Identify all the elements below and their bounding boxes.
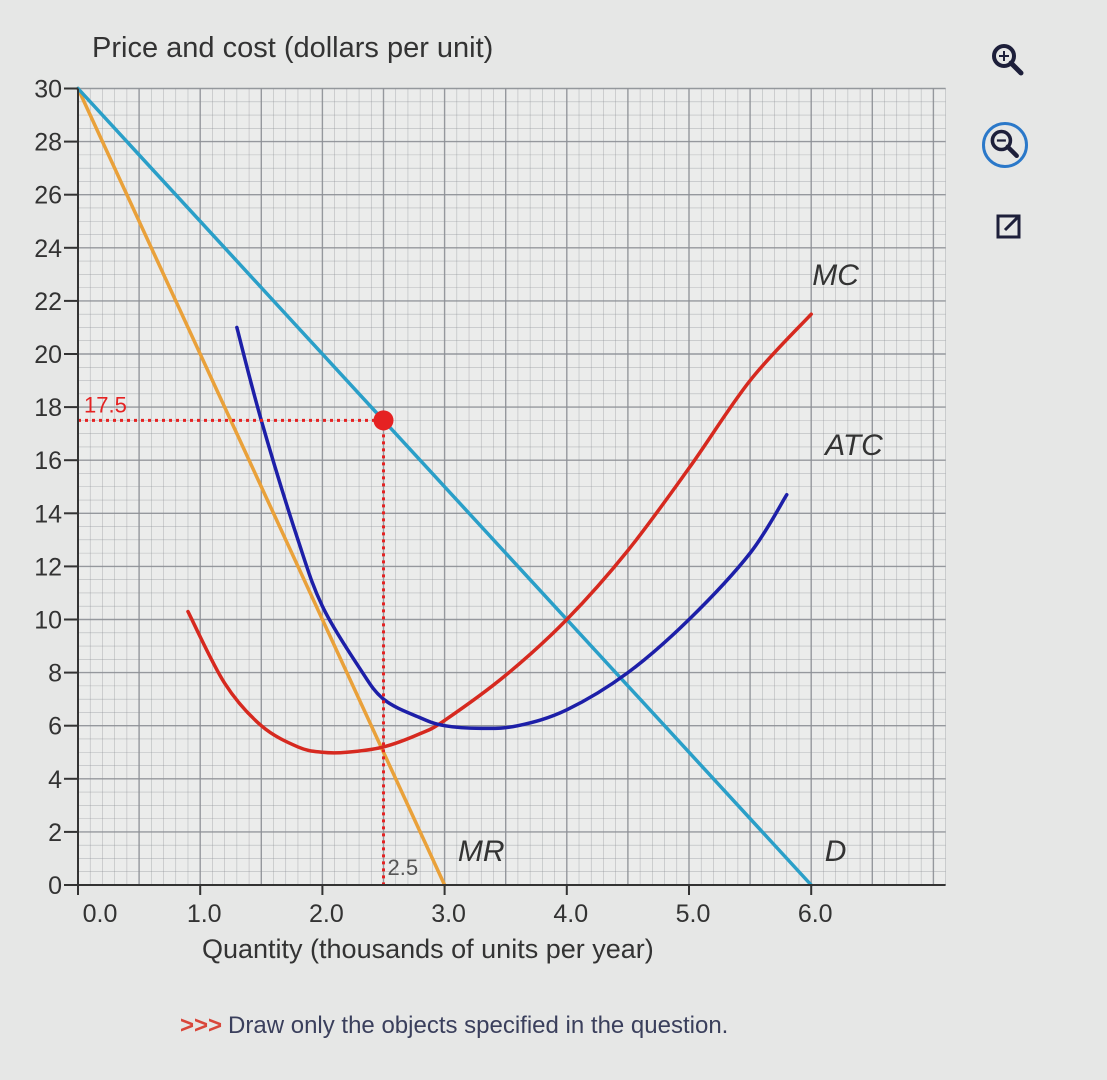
- point-price-label: 17.5: [84, 392, 127, 417]
- selected-point: [373, 410, 394, 431]
- curve-d: [76, 86, 813, 887]
- curve-label-d: D: [825, 835, 847, 868]
- instruction-message: Draw only the objects specified in the q…: [228, 1012, 729, 1039]
- y-tick-label: 8: [48, 660, 62, 688]
- curve-label-mc: MC: [812, 259, 859, 292]
- zoom-out-icon: [990, 129, 1019, 159]
- curve-label-atc: ATC: [823, 429, 883, 462]
- zoom-out-button[interactable]: [982, 122, 1028, 168]
- x-tick-label: 2.0: [309, 900, 344, 928]
- x-tick-label: 3.0: [431, 900, 466, 928]
- x-tick-label: 4.0: [553, 900, 588, 928]
- zoom-in-button[interactable]: [985, 38, 1031, 84]
- x-tick-label: 5.0: [676, 900, 711, 928]
- x-tick-label: 0.0: [83, 900, 118, 928]
- y-tick-label: 22: [34, 288, 62, 316]
- popout-button[interactable]: [985, 204, 1031, 250]
- y-tick-label: 18: [34, 394, 62, 422]
- y-tick-label: 2: [48, 819, 62, 847]
- y-tick-label: 26: [34, 182, 62, 210]
- y-tick-label: 6: [48, 713, 62, 741]
- y-tick-label: 4: [48, 766, 62, 794]
- curve-label-mr: MR: [458, 835, 505, 868]
- curves: [76, 86, 813, 887]
- x-axis-label: Quantity (thousands of units per year): [202, 934, 654, 964]
- y-tick-label: 30: [34, 76, 62, 104]
- instruction-text: >>> Draw only the objects specified in th…: [180, 1012, 728, 1040]
- curve-mc: [186, 312, 813, 755]
- y-tick-label: 10: [34, 607, 62, 635]
- external-link-icon: [996, 214, 1021, 239]
- y-tick-label: 20: [34, 341, 62, 369]
- x-tick-label: 1.0: [187, 900, 222, 928]
- instruction-arrows: >>>: [180, 1012, 223, 1039]
- y-tick-label: 0: [48, 872, 62, 900]
- y-tick-label: 12: [34, 553, 62, 581]
- y-tick-label: 24: [34, 235, 62, 263]
- curve-atc: [235, 325, 789, 731]
- zoom-in-icon: [992, 44, 1024, 76]
- y-tick-label: 14: [34, 500, 62, 528]
- chart-title: Price and cost (dollars per unit): [92, 32, 493, 64]
- y-tick-label: 16: [34, 447, 62, 475]
- point-quantity-label: 2.5: [388, 855, 419, 880]
- x-tick-label: 6.0: [798, 900, 833, 928]
- y-tick-label: 28: [34, 129, 62, 157]
- grid: [78, 87, 946, 885]
- axes: [64, 87, 946, 895]
